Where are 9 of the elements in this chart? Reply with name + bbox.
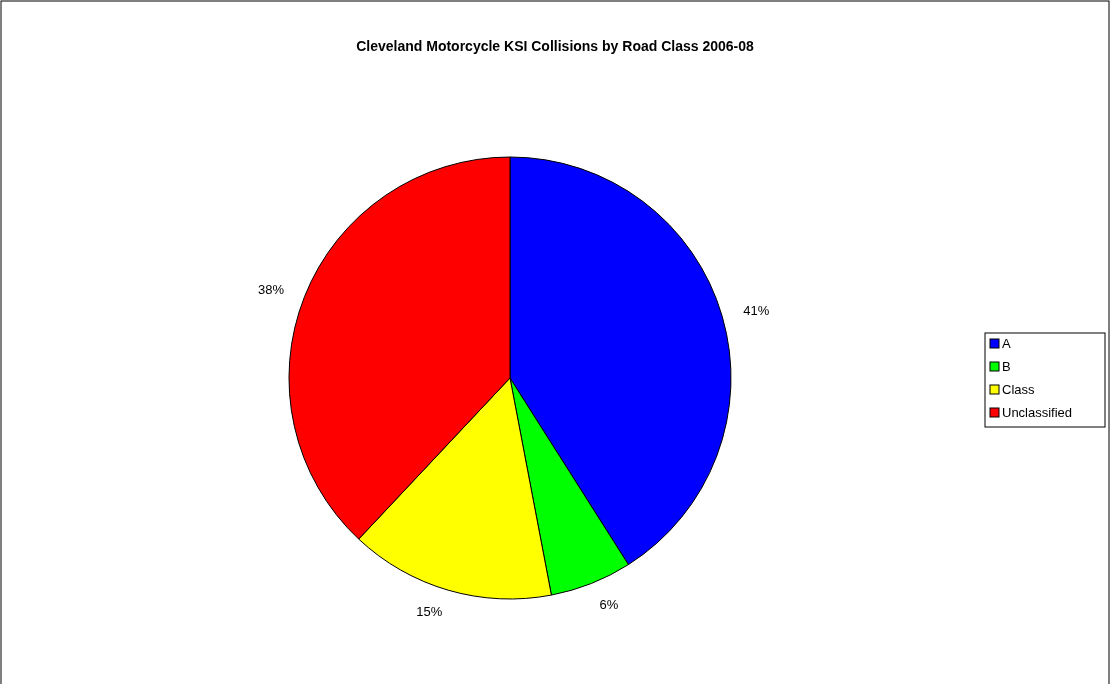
- legend-label: A: [1002, 336, 1011, 351]
- legend-label: Class: [1002, 382, 1036, 397]
- legend-label: B: [1002, 359, 1011, 374]
- data-label: 38%: [258, 281, 285, 297]
- data-label: 6%: [599, 596, 619, 612]
- data-label: 41%: [743, 303, 770, 319]
- data-label: 15%: [416, 604, 443, 620]
- legend-label: Unclassified: [1002, 405, 1073, 420]
- chart-title: Cleveland Motorcycle KSI Collisions by Road Class 2006-08: [356, 38, 754, 54]
